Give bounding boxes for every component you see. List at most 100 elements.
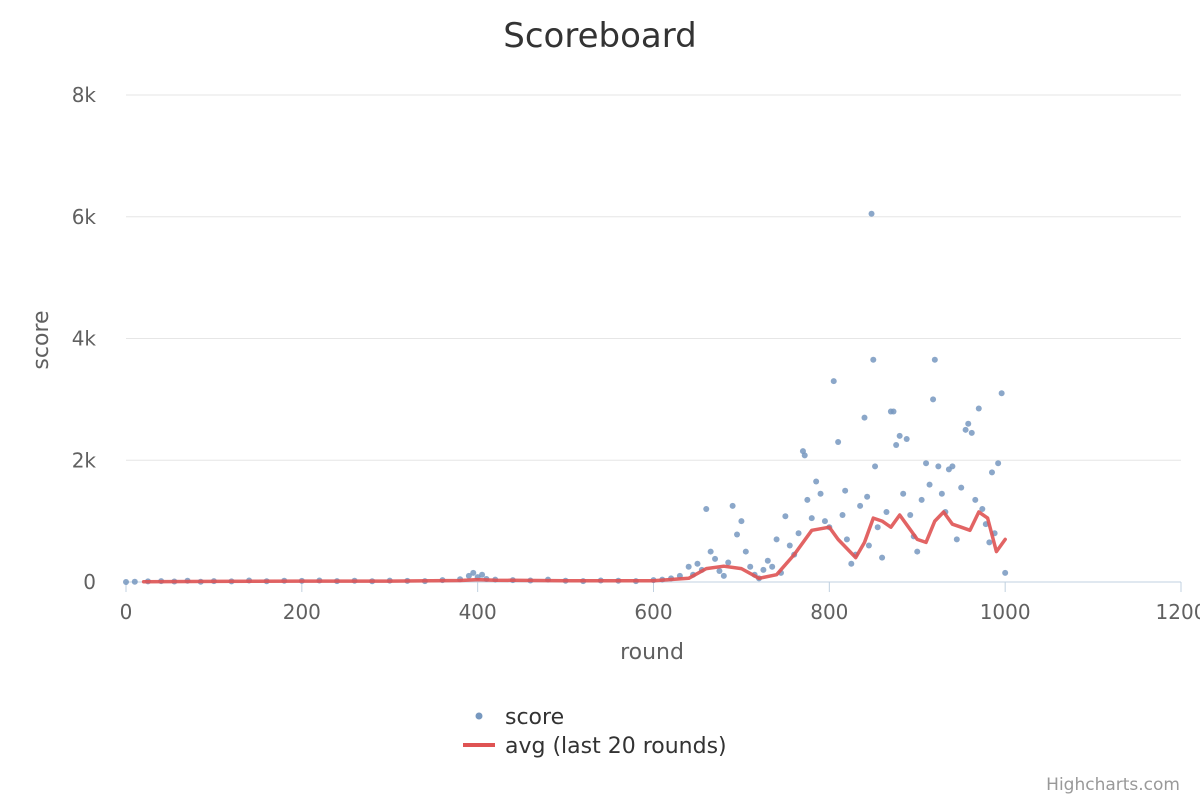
score-point <box>804 496 811 503</box>
score-point <box>470 569 477 576</box>
x-tick-label: 200 <box>283 600 321 624</box>
score-point <box>893 442 900 449</box>
score-point <box>131 578 138 585</box>
score-point <box>972 496 979 503</box>
avg-line <box>141 510 1007 584</box>
score-point <box>747 563 754 570</box>
score-point <box>813 478 820 485</box>
score-point <box>986 539 993 546</box>
score-point <box>918 496 925 503</box>
chart-title: Scoreboard <box>503 16 696 56</box>
score-point <box>890 408 897 415</box>
legend-score-marker <box>475 712 483 720</box>
score-point <box>821 518 828 525</box>
legend-item-score[interactable]: score <box>475 705 565 730</box>
credits-link[interactable]: Highcharts.com <box>1046 775 1180 795</box>
score-point <box>872 463 879 470</box>
score-point <box>857 502 864 509</box>
score-point <box>835 438 842 445</box>
x-tick-label: 0 <box>120 600 133 624</box>
y-tick-label: 0 <box>83 570 96 594</box>
legend-item-avg[interactable]: avg (last 20 rounds) <box>463 734 727 759</box>
score-point <box>995 460 1002 467</box>
x-axis-title: round <box>620 640 684 665</box>
axes: 0 2k 4k 6k 8k 0 200 400 600 800 1000 1200 <box>72 83 1200 624</box>
avg-series <box>141 510 1007 584</box>
score-point <box>965 420 972 427</box>
score-point <box>848 560 855 567</box>
y-tick-label: 2k <box>72 448 97 472</box>
score-point <box>868 210 875 217</box>
score-point <box>725 559 732 566</box>
score-point <box>883 508 890 515</box>
x-tick-label: 600 <box>634 600 672 624</box>
score-point <box>870 356 877 363</box>
score-point <box>865 542 872 549</box>
score-point <box>742 548 749 555</box>
y-tick-label: 4k <box>72 327 97 351</box>
score-point <box>782 513 789 520</box>
x-tick-label: 1200 <box>1156 600 1200 624</box>
x-tick-label: 800 <box>810 600 848 624</box>
score-point <box>694 560 701 567</box>
score-point <box>930 396 937 403</box>
score-point <box>926 481 933 488</box>
score-point <box>900 490 907 497</box>
score-point <box>874 524 881 531</box>
score-point <box>923 460 930 467</box>
score-series <box>123 210 1009 585</box>
score-point <box>738 518 745 525</box>
score-point <box>769 563 776 570</box>
score-point <box>839 512 846 519</box>
score-point <box>903 435 910 442</box>
score-point <box>716 568 723 575</box>
score-point <box>712 555 719 562</box>
score-point <box>729 502 736 509</box>
y-tick-label: 6k <box>72 205 97 229</box>
score-point <box>808 515 815 522</box>
score-point <box>843 536 850 543</box>
score-point <box>830 378 837 385</box>
score-point <box>479 571 486 578</box>
score-point <box>907 512 914 519</box>
score-point <box>734 531 741 538</box>
score-point <box>998 390 1005 397</box>
score-point <box>879 554 886 561</box>
score-point <box>938 490 945 497</box>
score-point <box>935 463 942 470</box>
score-point <box>958 484 965 491</box>
score-point <box>720 572 727 579</box>
legend-avg-label: avg (last 20 rounds) <box>505 734 727 759</box>
legend-score-label: score <box>505 705 564 730</box>
score-point <box>817 490 824 497</box>
legend: score avg (last 20 rounds) <box>463 705 727 759</box>
y-axis-title: score <box>29 310 54 369</box>
score-point <box>988 469 995 476</box>
score-point <box>968 429 975 436</box>
score-point <box>465 572 472 579</box>
score-point <box>931 356 938 363</box>
score-point <box>795 530 802 537</box>
score-point <box>861 414 868 421</box>
score-point <box>864 493 871 500</box>
score-point <box>842 487 849 494</box>
score-point <box>801 452 808 459</box>
score-point <box>786 542 793 549</box>
score-point <box>979 505 986 512</box>
x-tick-label: 1000 <box>980 600 1031 624</box>
score-point <box>773 536 780 543</box>
score-point <box>703 505 710 512</box>
score-point <box>685 563 692 570</box>
x-tick-label: 400 <box>459 600 497 624</box>
score-point <box>914 548 921 555</box>
score-point <box>962 426 969 433</box>
score-point <box>760 566 767 573</box>
y-tick-label: 8k <box>72 83 97 107</box>
score-point <box>123 579 129 585</box>
score-point <box>764 557 771 564</box>
score-point <box>896 432 903 439</box>
score-point <box>1002 569 1009 576</box>
score-point <box>975 405 982 412</box>
